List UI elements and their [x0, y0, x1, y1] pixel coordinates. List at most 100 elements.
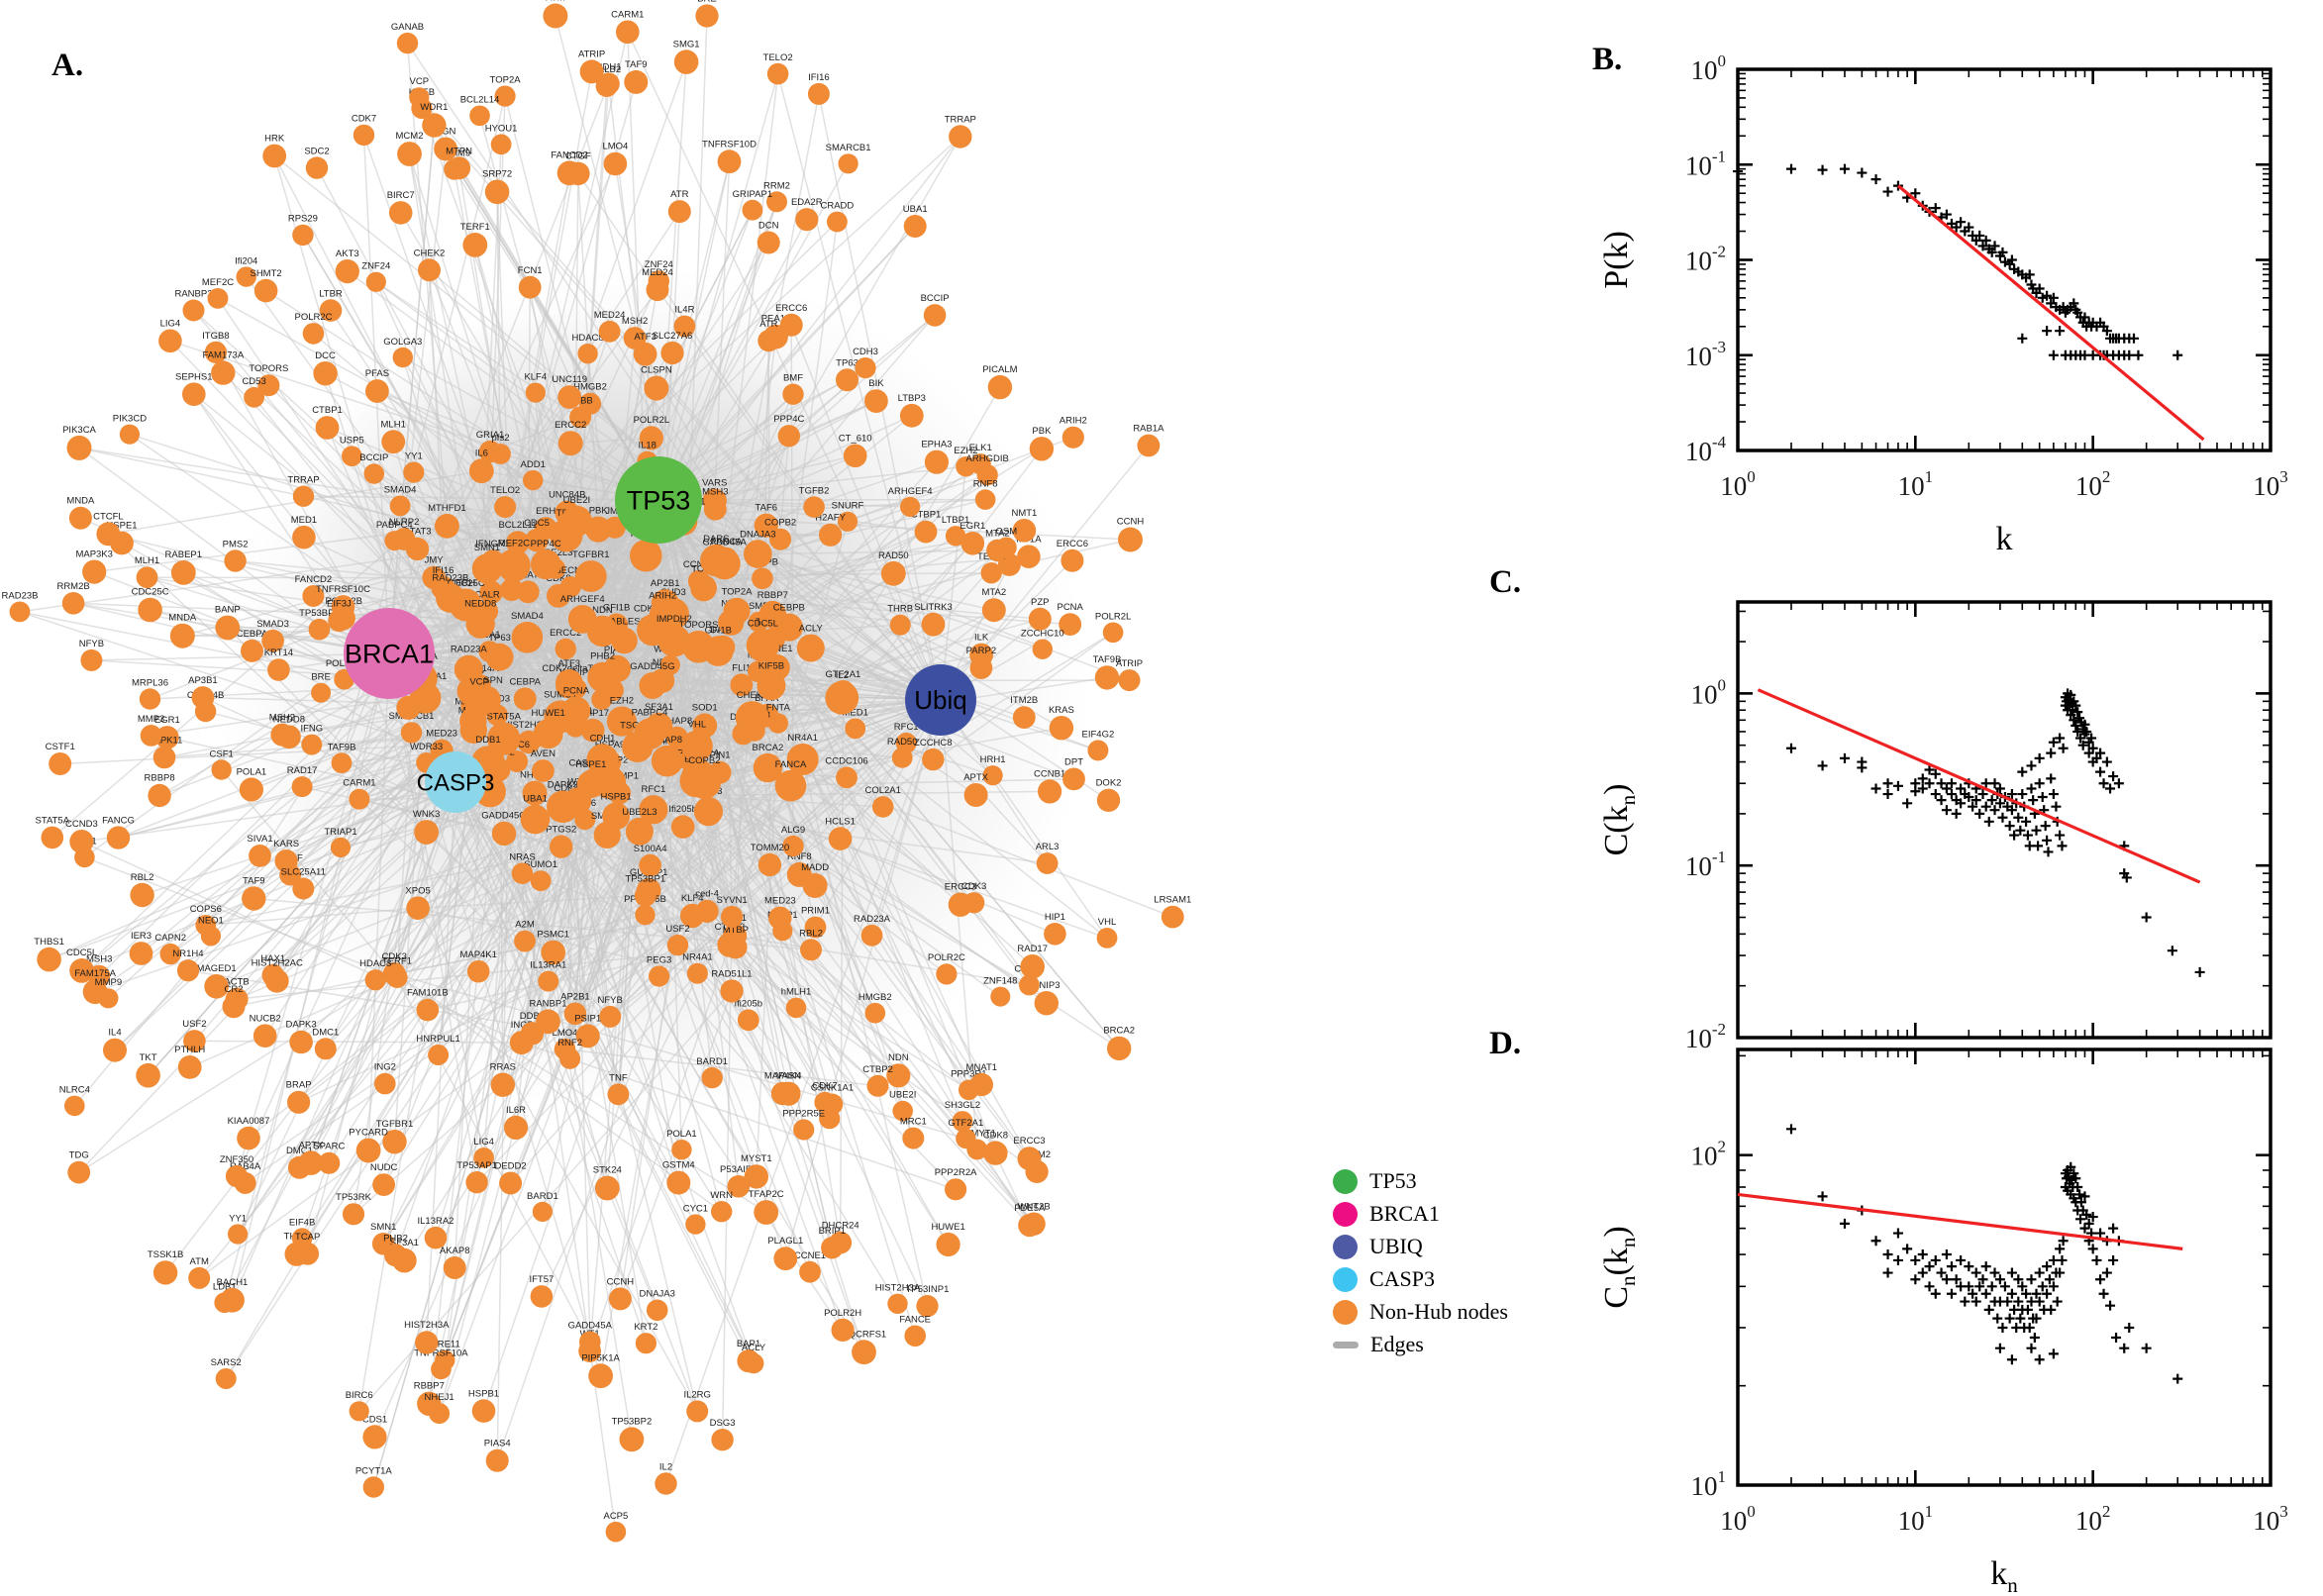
- network-node-label: MAGED1: [197, 963, 237, 974]
- network-node: [605, 1521, 627, 1543]
- network-node: [342, 1203, 365, 1226]
- network-node: [670, 815, 695, 839]
- network-node-label: CDK7: [352, 114, 376, 125]
- network-node-label: GFI1B: [705, 625, 732, 636]
- network-node-label: SIVA1: [247, 834, 272, 845]
- network-node-label: ERH: [455, 577, 475, 588]
- network-node-label: GFI1B: [603, 603, 630, 614]
- legend-dot-swatch: [1333, 1168, 1358, 1194]
- network-node-label: IL13RA1: [530, 960, 566, 971]
- network-node: [598, 320, 621, 343]
- network-node-label: TNFRSF10C: [316, 584, 370, 595]
- network-node: [586, 744, 619, 776]
- network-node-label: APTX: [299, 1140, 324, 1150]
- network-node: [513, 687, 537, 711]
- network-node-label: IL6: [475, 448, 488, 458]
- network-node: [386, 966, 408, 988]
- hub-node-ubiq: [905, 664, 976, 736]
- network-node-label: RANBP1: [529, 999, 566, 1010]
- network-node: [485, 643, 514, 671]
- network-node-label: ITM2B: [1010, 695, 1038, 706]
- network-node: [392, 347, 413, 368]
- network-node-label: STAT5A: [486, 712, 521, 723]
- tick-label: 10-3: [1685, 338, 1726, 371]
- network-node: [267, 658, 290, 681]
- network-node-label: IFNGR1: [475, 539, 510, 549]
- network-node-label: GTF2A1: [825, 669, 860, 680]
- network-node-label: NMT1: [1011, 508, 1037, 519]
- network-node-label: NHEJ1: [425, 1392, 454, 1403]
- network-node: [651, 745, 683, 777]
- network-node-label: PIN1: [709, 750, 730, 761]
- network-node-label: TOP2A: [722, 587, 754, 598]
- network-node-label: IL2RG: [683, 1389, 710, 1400]
- network-node: [758, 330, 780, 352]
- network-node-label: HAX1: [260, 953, 285, 964]
- network-node: [754, 1200, 779, 1225]
- network-node-label: DMC1: [286, 1146, 313, 1156]
- network-node: [416, 998, 440, 1022]
- network-node-label: STK24: [593, 1165, 622, 1176]
- network-node-label: BRAP: [286, 1080, 312, 1091]
- network-node: [103, 1038, 127, 1062]
- network-node-label: THAP8: [661, 716, 692, 727]
- network-node-label: GTF2A1: [948, 1118, 983, 1129]
- network-node-label: CABLES1: [603, 617, 646, 628]
- tick-label: 10-4: [1685, 433, 1727, 466]
- network-node-label: VARS: [702, 477, 727, 488]
- tick-label: 10-2: [1685, 243, 1726, 276]
- network-node: [969, 1072, 993, 1097]
- network-node-label: NUCB2: [250, 1013, 281, 1024]
- network-node-label: PCNA: [1057, 602, 1083, 613]
- network-node: [211, 759, 232, 780]
- network-node-label: RAB1A: [1133, 424, 1164, 435]
- network-node-label: POLR2H: [824, 1308, 861, 1319]
- legend-item-brca1: BRCA1: [1333, 1201, 1508, 1227]
- network-node: [222, 995, 246, 1019]
- network-node-label: LMO4: [553, 1028, 578, 1039]
- network-node: [657, 624, 691, 657]
- network-node-label: ALG9: [781, 825, 805, 836]
- network-node: [1087, 740, 1109, 761]
- network-node: [767, 713, 788, 734]
- network-node-label: RAD23B: [2, 591, 39, 602]
- network-node-label: BARD1: [527, 1191, 558, 1202]
- network-node-label: TELO2: [490, 485, 520, 496]
- network-node: [1012, 519, 1037, 543]
- network-node-label: TRRAP: [287, 475, 319, 486]
- network-node-label: FANCD2: [551, 150, 587, 160]
- network-node: [962, 892, 985, 914]
- network-node: [1061, 426, 1084, 449]
- network-node: [497, 549, 531, 582]
- network-node: [207, 288, 229, 309]
- network-node-label: TDG: [69, 1150, 89, 1161]
- network-node: [1094, 665, 1120, 690]
- network-node-label: YY1: [229, 1213, 247, 1224]
- tick-label: 101: [1691, 1467, 1727, 1501]
- legend: TP53 BRCA1 UBIQ CASP3 Non-Hub nodes Edges: [1333, 1168, 1508, 1357]
- network-node-label: CDH3: [853, 347, 878, 357]
- network-node-label: BRIP1: [819, 1226, 846, 1237]
- network-node-label: RAD23A: [854, 914, 891, 925]
- network-node-label: CHEK2: [414, 248, 446, 258]
- network-node-label: PPP4C: [773, 414, 804, 425]
- network-node-label: AP3B1: [188, 675, 218, 686]
- network-node-label: MMP3: [138, 714, 164, 725]
- network-node: [774, 613, 803, 642]
- network-node-label: RBL2: [799, 928, 823, 939]
- network-node: [353, 124, 375, 147]
- network-node: [471, 553, 503, 584]
- legend-item-tp53: TP53: [1333, 1168, 1508, 1194]
- network-node-label: PLAGL1: [767, 1236, 803, 1247]
- network-node-label: POLR2C: [928, 952, 965, 963]
- network-node-label: MAP4K4: [764, 1071, 802, 1082]
- network-node: [923, 304, 947, 327]
- network-node: [838, 153, 858, 174]
- legend-dot-swatch: [1333, 1201, 1358, 1227]
- network-node-label: DDB1: [520, 1011, 545, 1022]
- network-node: [746, 629, 779, 662]
- network-node: [1032, 639, 1054, 659]
- network-node: [924, 449, 950, 474]
- network-node: [362, 1425, 387, 1449]
- network-node: [556, 160, 582, 186]
